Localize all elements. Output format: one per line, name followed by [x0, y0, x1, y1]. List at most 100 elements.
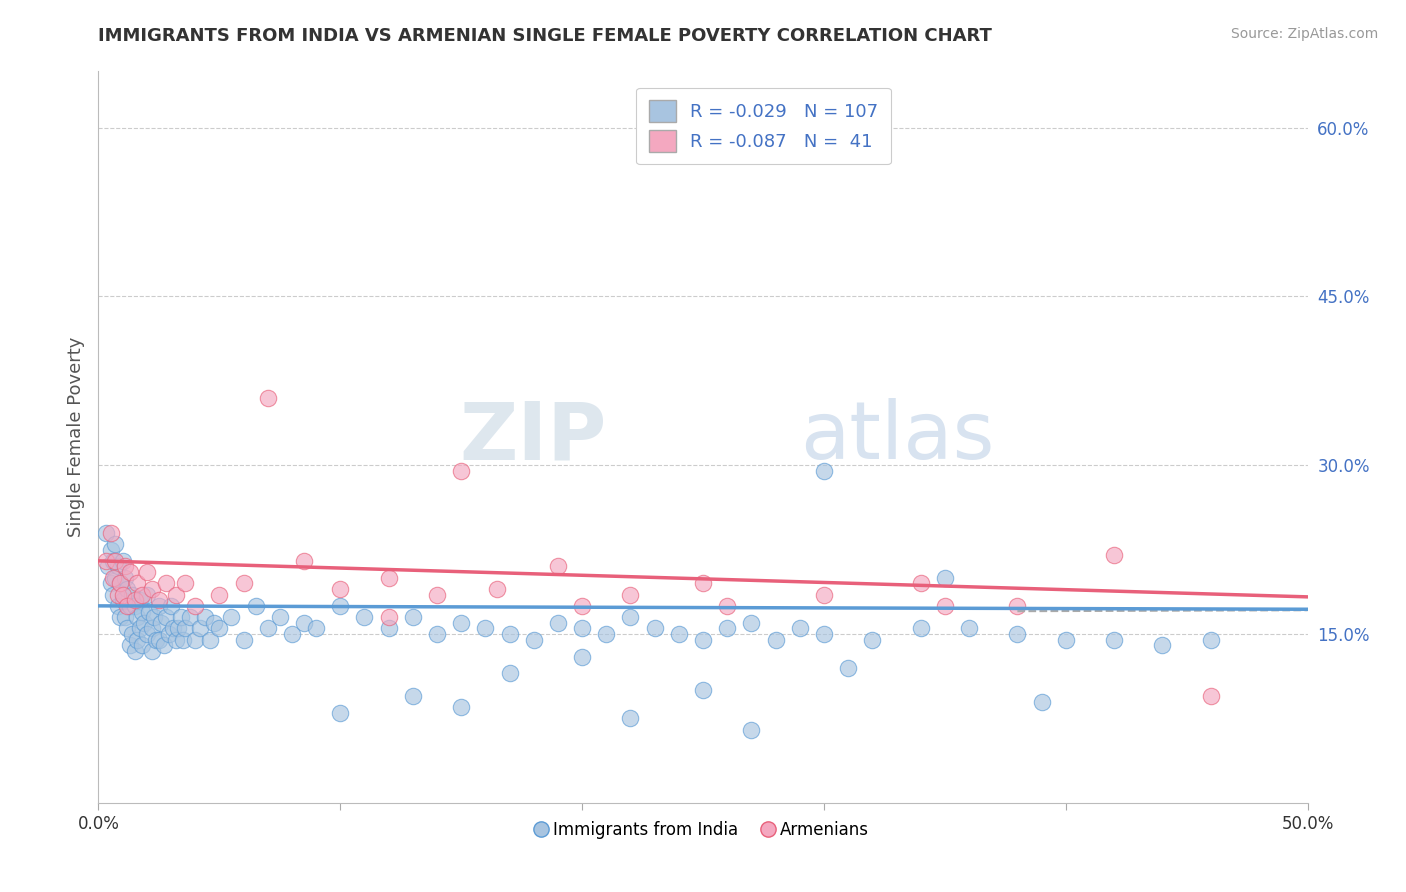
Point: [124, 599, 146, 613]
Point: [101, 571, 124, 585]
Point: [204, 615, 226, 630]
Point: [172, 632, 194, 647]
Point: [131, 605, 153, 619]
Point: [813, 627, 835, 641]
Point: [692, 632, 714, 647]
Point: [716, 599, 738, 613]
Point: [117, 599, 139, 613]
Text: IMMIGRANTS FROM INDIA VS ARMENIAN SINGLE FEMALE POVERTY CORRELATION CHART: IMMIGRANTS FROM INDIA VS ARMENIAN SINGLE…: [98, 27, 993, 45]
Point: [232, 632, 254, 647]
Point: [148, 593, 170, 607]
Point: [450, 615, 472, 630]
Point: [292, 615, 315, 630]
Point: [269, 610, 291, 624]
Point: [141, 644, 163, 658]
Point: [377, 571, 399, 585]
Point: [174, 576, 197, 591]
Point: [221, 610, 243, 624]
Point: [232, 576, 254, 591]
Point: [188, 621, 211, 635]
Point: [100, 576, 122, 591]
Point: [765, 632, 787, 647]
Point: [160, 599, 183, 613]
Point: [1199, 632, 1222, 647]
Point: [498, 666, 520, 681]
Point: [426, 588, 449, 602]
Point: [208, 588, 231, 602]
Point: [104, 571, 127, 585]
Point: [117, 582, 139, 596]
Point: [118, 638, 141, 652]
Point: [837, 661, 859, 675]
Point: [619, 711, 641, 725]
Point: [1007, 599, 1029, 613]
Point: [1152, 638, 1174, 652]
Point: [498, 627, 520, 641]
Point: [121, 627, 143, 641]
Point: [523, 632, 546, 647]
Point: [426, 627, 449, 641]
Point: [208, 621, 231, 635]
Point: [94, 525, 117, 540]
Point: [143, 610, 166, 624]
Point: [179, 610, 201, 624]
Point: [910, 621, 932, 635]
Point: [547, 559, 569, 574]
Point: [124, 593, 146, 607]
Point: [131, 638, 153, 652]
Point: [595, 627, 617, 641]
Point: [111, 593, 134, 607]
Point: [256, 391, 278, 405]
Point: [118, 599, 141, 613]
Point: [934, 571, 956, 585]
Point: [198, 632, 221, 647]
Point: [165, 588, 187, 602]
Point: [377, 621, 399, 635]
Point: [155, 576, 177, 591]
Point: [571, 649, 593, 664]
Point: [1102, 548, 1125, 562]
Point: [100, 525, 122, 540]
Point: [107, 588, 129, 602]
Point: [152, 638, 174, 652]
Point: [165, 632, 187, 647]
Point: [148, 632, 170, 647]
Point: [305, 621, 328, 635]
Point: [114, 559, 136, 574]
Point: [162, 621, 184, 635]
Point: [184, 599, 207, 613]
Point: [100, 542, 122, 557]
Point: [329, 706, 352, 720]
Point: [692, 683, 714, 698]
Point: [860, 632, 883, 647]
Point: [114, 610, 136, 624]
Point: [281, 627, 304, 641]
Point: [107, 559, 129, 574]
Point: [1031, 694, 1053, 708]
Point: [450, 464, 472, 478]
Point: [155, 610, 177, 624]
Point: [135, 588, 157, 602]
Point: [128, 621, 150, 635]
Point: [934, 599, 956, 613]
Point: [114, 571, 136, 585]
Point: [108, 610, 131, 624]
Point: [1054, 632, 1077, 647]
Point: [118, 565, 141, 579]
Point: [111, 588, 134, 602]
Point: [256, 621, 278, 635]
Point: [174, 621, 197, 635]
Point: [145, 632, 167, 647]
Point: [134, 615, 156, 630]
Legend: Immigrants from India, Armenians: Immigrants from India, Armenians: [530, 814, 876, 846]
Point: [104, 554, 127, 568]
Point: [138, 605, 160, 619]
Point: [127, 576, 149, 591]
Point: [97, 559, 120, 574]
Point: [184, 632, 207, 647]
Point: [245, 599, 267, 613]
Point: [121, 588, 143, 602]
Point: [131, 588, 153, 602]
Point: [813, 588, 835, 602]
Point: [910, 576, 932, 591]
